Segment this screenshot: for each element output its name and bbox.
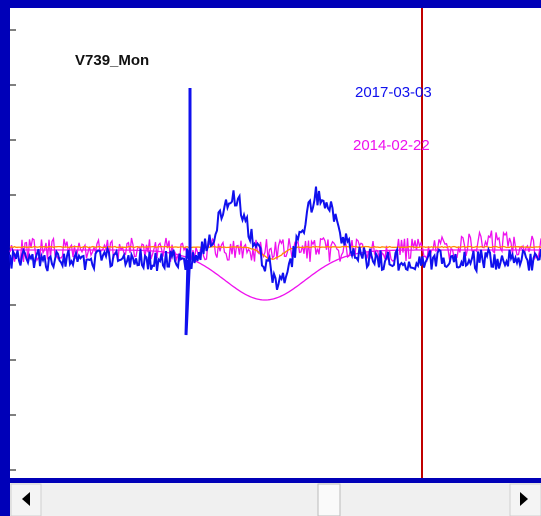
object-label: V739_Mon (75, 52, 149, 69)
spectrum-trace (9, 245, 541, 260)
arrow-icon (22, 492, 30, 506)
scroll-thumb[interactable] (317, 483, 341, 516)
spectra (9, 88, 541, 336)
scrollbar[interactable] (10, 483, 541, 516)
axis-ticks (10, 29, 16, 471)
spectrum-trace (9, 186, 541, 291)
arrow-icon (520, 492, 528, 506)
spectrum-date: 2014-02-22 (353, 137, 430, 154)
spectrum-date: 2017-03-03 (355, 84, 432, 101)
spectrum-spike (184, 88, 192, 336)
